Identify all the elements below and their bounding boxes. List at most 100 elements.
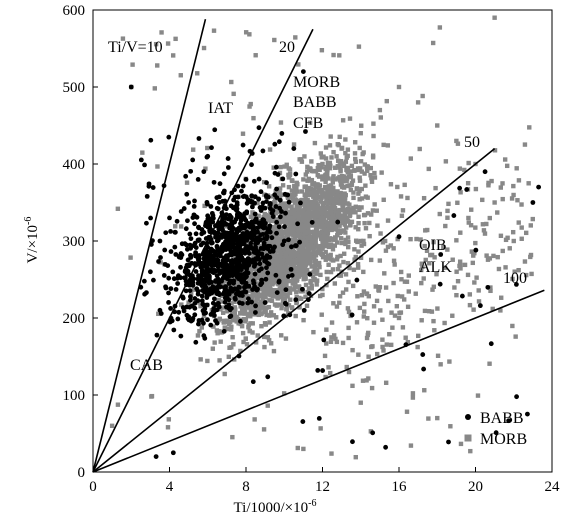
morb-point — [130, 62, 135, 67]
morb-point — [309, 239, 315, 244]
morb-point — [378, 308, 383, 313]
morb-point — [285, 247, 291, 252]
x-axis-ticks: 0 4 8 12 16 20 24 — [89, 467, 560, 495]
morb-point — [274, 223, 279, 229]
babb-point — [265, 270, 271, 276]
morb-point — [277, 195, 283, 200]
morb-point — [278, 263, 283, 269]
babb-point — [242, 225, 247, 231]
morb-point — [335, 193, 340, 199]
morb-point — [410, 391, 416, 396]
morb-point — [334, 154, 339, 159]
babb-point — [226, 302, 232, 308]
babb-point — [218, 224, 224, 230]
morb-point — [325, 276, 330, 282]
babb-point — [250, 231, 256, 237]
morb-point — [313, 261, 318, 266]
morb-point — [318, 248, 323, 254]
morb-point — [190, 147, 196, 152]
morb-point — [522, 259, 528, 264]
morb-point — [304, 169, 310, 174]
morb-point — [262, 307, 267, 312]
morb-point — [358, 238, 363, 244]
y-tick-label: 300 — [63, 234, 86, 250]
morb-point — [297, 305, 302, 310]
morb-point — [296, 62, 301, 67]
morb-point — [276, 219, 282, 225]
morb-point — [295, 189, 300, 194]
morb-point — [425, 227, 430, 233]
babb-point — [220, 291, 226, 297]
morb-point — [309, 283, 314, 288]
morb-point — [300, 251, 306, 256]
ref-line-label-100: 100 — [503, 270, 527, 287]
morb-point — [467, 292, 473, 297]
morb-point — [388, 182, 394, 187]
morb-point — [276, 302, 281, 307]
morb-point — [332, 205, 338, 211]
morb-point — [300, 197, 305, 203]
morb-point — [471, 307, 476, 312]
babb-point — [229, 240, 235, 246]
morb-point — [368, 173, 373, 178]
morb-point — [364, 335, 370, 341]
morb-point — [322, 173, 328, 178]
babb-point — [459, 293, 465, 299]
morb-point — [311, 329, 316, 335]
morb-point — [398, 269, 404, 275]
morb-point — [383, 380, 389, 385]
morb-point — [159, 30, 164, 35]
morb-point — [247, 32, 252, 37]
morb-point — [323, 186, 329, 191]
babb-point — [264, 194, 269, 199]
morb-point — [282, 296, 288, 302]
morb-point — [249, 274, 254, 280]
morb-point — [262, 344, 267, 350]
morb-point — [353, 159, 358, 164]
morb-point — [306, 247, 312, 252]
morb-point — [490, 306, 495, 312]
morb-point — [343, 225, 349, 230]
morb-point — [333, 208, 338, 213]
babb-point — [274, 230, 279, 236]
morb-point — [343, 241, 348, 247]
morb-point — [359, 123, 364, 128]
morb-point — [335, 200, 340, 206]
morb-point — [286, 212, 292, 217]
babb-point — [185, 218, 190, 224]
morb-point — [251, 115, 256, 121]
babb-point — [201, 272, 206, 278]
babb-point — [250, 379, 256, 385]
morb-point — [227, 319, 233, 325]
morb-point — [339, 146, 344, 151]
morb-point — [225, 309, 230, 314]
babb-point — [252, 211, 258, 217]
morb-point — [323, 179, 328, 185]
babb-point — [279, 209, 284, 214]
morb-point — [413, 291, 418, 296]
babb-point — [282, 300, 288, 306]
morb-point — [262, 215, 268, 221]
morb-point — [492, 15, 497, 20]
babb-point — [276, 224, 282, 230]
morb-point — [276, 243, 282, 248]
babb-point — [354, 277, 360, 283]
morb-point — [337, 300, 342, 306]
morb-point — [323, 206, 328, 211]
babb-point — [220, 257, 226, 263]
field-label-cab: CAB — [130, 357, 163, 374]
morb-point — [302, 260, 307, 266]
morb-point — [346, 309, 352, 315]
morb-point — [240, 131, 246, 136]
morb-point — [435, 123, 440, 128]
babb-point — [457, 185, 463, 191]
morb-point — [272, 302, 278, 307]
morb-point — [264, 312, 269, 318]
morb-point — [462, 167, 467, 173]
morb-point — [285, 216, 290, 222]
morb-point — [269, 242, 275, 247]
morb-point — [275, 296, 280, 301]
babb-point — [187, 304, 192, 310]
morb-point — [300, 213, 305, 218]
morb-point — [310, 182, 315, 187]
